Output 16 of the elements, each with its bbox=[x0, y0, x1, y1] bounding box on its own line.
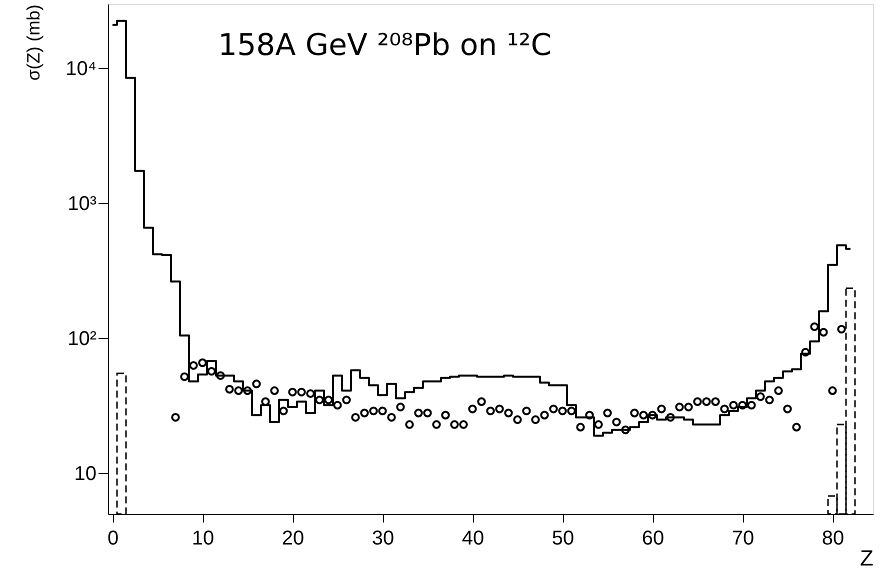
x-tick-label: 40 bbox=[462, 528, 484, 550]
annotation: 158A GeV ²⁰⁸Pb on ¹²C bbox=[218, 28, 552, 63]
y-tick-label: 10 bbox=[74, 462, 96, 485]
x-tick-label: 80 bbox=[822, 528, 844, 550]
y-axis-title: σ(Z) (mb) bbox=[24, 4, 44, 81]
x-tick-label: 30 bbox=[372, 528, 394, 550]
x-tick-label: 60 bbox=[642, 528, 664, 550]
x-tick-label: 50 bbox=[552, 528, 574, 550]
x-axis-title: Z bbox=[860, 546, 874, 570]
x-tick-label: 70 bbox=[732, 528, 754, 550]
y-tick-label: 10² bbox=[68, 328, 97, 350]
y-tick-label: 10³ bbox=[68, 192, 97, 215]
x-tick-label: 10 bbox=[192, 528, 214, 550]
x-tick-label: 20 bbox=[282, 528, 304, 550]
y-tick-label: 10⁴ bbox=[66, 58, 96, 80]
x-tick-label: 0 bbox=[107, 528, 119, 550]
